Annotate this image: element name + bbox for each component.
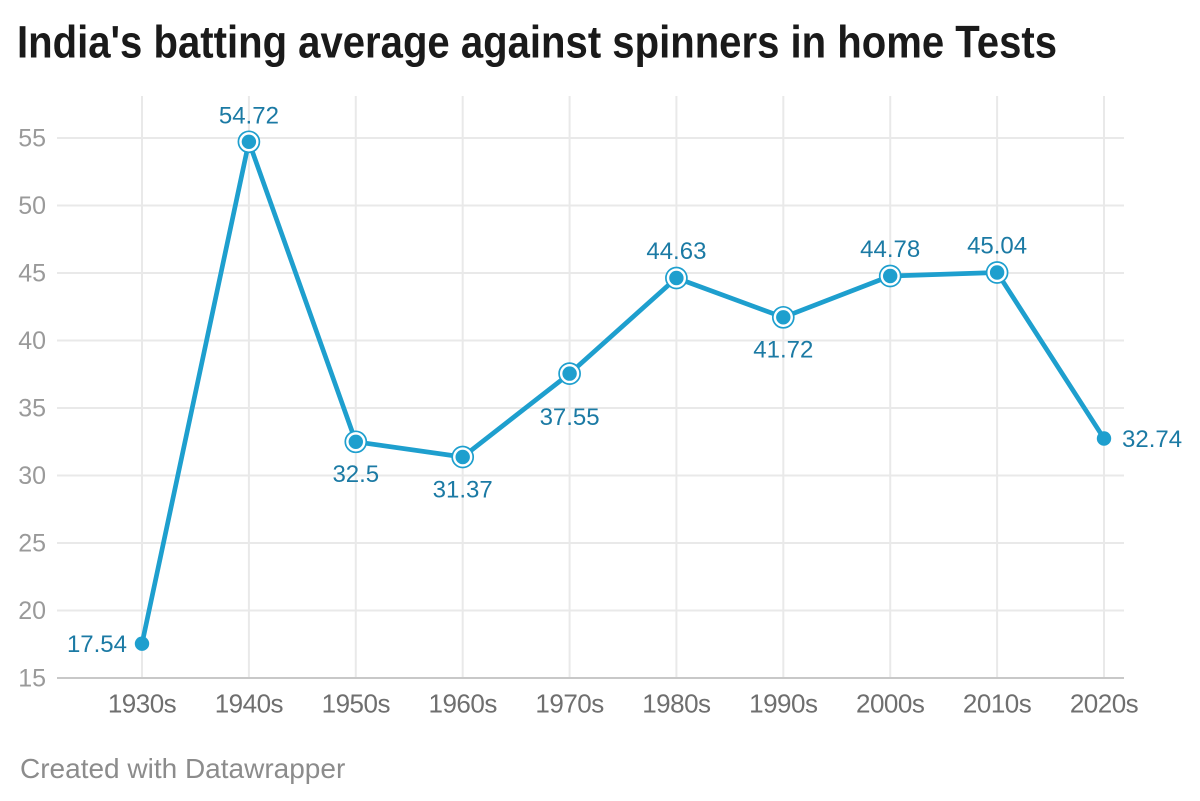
svg-text:45.04: 45.04 <box>967 233 1027 260</box>
svg-text:32.5: 32.5 <box>332 461 379 488</box>
svg-text:2010s: 2010s <box>963 689 1032 719</box>
svg-text:India's batting average agains: India's batting average against spinners… <box>17 17 1057 68</box>
svg-text:15: 15 <box>18 665 46 693</box>
svg-text:1980s: 1980s <box>642 689 711 719</box>
svg-text:31.37: 31.37 <box>433 476 493 503</box>
svg-text:1950s: 1950s <box>322 689 391 719</box>
svg-text:37.55: 37.55 <box>540 404 600 431</box>
svg-text:2000s: 2000s <box>856 689 925 719</box>
svg-text:1970s: 1970s <box>535 689 604 719</box>
svg-text:54.72: 54.72 <box>219 103 279 130</box>
svg-text:2020s: 2020s <box>1070 689 1139 719</box>
svg-text:40: 40 <box>18 327 46 355</box>
svg-text:20: 20 <box>18 597 46 625</box>
svg-text:1940s: 1940s <box>215 689 284 719</box>
svg-text:1960s: 1960s <box>429 689 498 719</box>
svg-text:25: 25 <box>18 530 46 558</box>
svg-text:1930s: 1930s <box>108 689 177 719</box>
svg-text:44.78: 44.78 <box>860 236 920 263</box>
svg-text:35: 35 <box>18 395 46 423</box>
svg-text:32.74: 32.74 <box>1122 426 1182 453</box>
svg-text:44.63: 44.63 <box>646 238 706 265</box>
svg-text:17.54: 17.54 <box>67 631 127 658</box>
svg-text:30: 30 <box>18 462 46 490</box>
svg-text:50: 50 <box>18 192 46 220</box>
svg-text:Created with Datawrapper: Created with Datawrapper <box>20 753 345 784</box>
svg-text:41.72: 41.72 <box>753 336 813 363</box>
svg-text:1990s: 1990s <box>749 689 818 719</box>
svg-text:55: 55 <box>18 125 46 153</box>
svg-text:45: 45 <box>18 260 46 288</box>
